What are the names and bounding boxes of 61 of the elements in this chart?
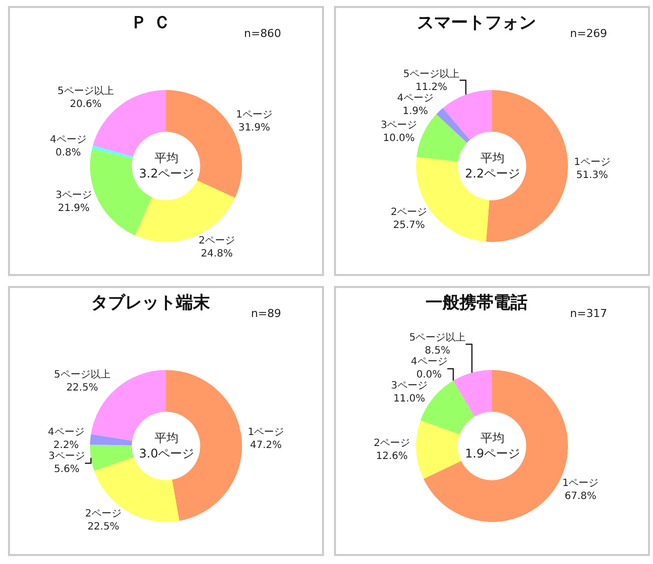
slice-label: 2ページ bbox=[374, 438, 410, 449]
slice-label: 5ページ以上 bbox=[403, 68, 460, 80]
chart-title: タブレット端末 bbox=[90, 292, 211, 313]
data-label: 11.0% bbox=[393, 394, 426, 405]
slice-label: 2ページ bbox=[198, 236, 236, 247]
data-label: 21.9% bbox=[58, 203, 90, 214]
data-label: 12.6% bbox=[376, 450, 408, 462]
slice-label: 4ページ bbox=[397, 92, 434, 104]
text: n=89 bbox=[251, 307, 282, 320]
data-label: 51.3% bbox=[576, 170, 608, 181]
donut-slice bbox=[436, 108, 470, 143]
data-label: 10.0% bbox=[382, 132, 415, 144]
slice-label: 1ページ bbox=[248, 427, 284, 438]
data-label: 0.8% bbox=[55, 147, 81, 158]
slice-label: 5ページ以上 bbox=[54, 368, 110, 380]
data-label: 24.8% bbox=[200, 248, 233, 260]
data-label: 25.7% bbox=[393, 220, 425, 231]
data-label: 67.8% bbox=[564, 490, 596, 502]
donut-slice bbox=[442, 90, 492, 140]
slice-label: 4ページ bbox=[50, 134, 86, 146]
text: n=317 bbox=[570, 307, 608, 320]
slice-label: 4ページ bbox=[48, 427, 84, 438]
slice-label: 2ページ bbox=[390, 206, 428, 218]
text: 平均 3.0ページ bbox=[139, 431, 194, 461]
slice-label: 5ページ以上 bbox=[58, 84, 114, 97]
donut-slice bbox=[92, 145, 134, 158]
donut-slice bbox=[453, 370, 492, 417]
data-label: 22.5% bbox=[87, 521, 120, 532]
slice-label: 3ページ bbox=[380, 120, 418, 131]
text: n=860 bbox=[244, 27, 282, 40]
slice-label: 1ページ bbox=[574, 157, 610, 168]
data-label: 31.9% bbox=[238, 122, 270, 134]
slice-label: 3ページ bbox=[391, 380, 428, 392]
slice-label: 1ページ bbox=[236, 110, 272, 121]
chart-title: Ｐ Ｃ bbox=[130, 12, 170, 33]
data-label: 1.9% bbox=[402, 106, 428, 117]
text: 平均 1.9ページ bbox=[465, 431, 520, 461]
donut-slice bbox=[90, 434, 132, 446]
text: 平均 2.2ページ bbox=[465, 151, 520, 181]
donut-slice bbox=[94, 457, 180, 522]
category-label: 4ページ bbox=[410, 356, 448, 368]
donut-slice bbox=[90, 444, 134, 471]
text: 0.0% bbox=[416, 370, 442, 381]
data-label: 2.2% bbox=[53, 440, 79, 452]
slice-label: 3ページ bbox=[48, 451, 85, 462]
text: 平均 3.2ページ bbox=[139, 151, 194, 181]
slice-label: 5ページ以上 bbox=[409, 332, 466, 344]
data-label: 22.5% bbox=[66, 382, 98, 394]
donut-slice bbox=[416, 114, 467, 162]
slice-label: 2ページ bbox=[85, 508, 122, 520]
data-label: 20.6% bbox=[70, 98, 102, 110]
chart-title: 一般携帯電話 bbox=[425, 292, 528, 313]
chart-title: スマートフォン bbox=[416, 12, 536, 33]
data-label: 8.5% bbox=[424, 346, 450, 357]
data-label: 47.2% bbox=[250, 440, 282, 452]
data-label: 5.6% bbox=[54, 464, 80, 476]
text: n=269 bbox=[570, 27, 608, 40]
data-label: 11.2% bbox=[416, 82, 448, 93]
slice-label: 3ページ bbox=[56, 190, 92, 202]
donut-slice bbox=[416, 420, 462, 479]
slice-label: 1ページ bbox=[562, 478, 599, 489]
